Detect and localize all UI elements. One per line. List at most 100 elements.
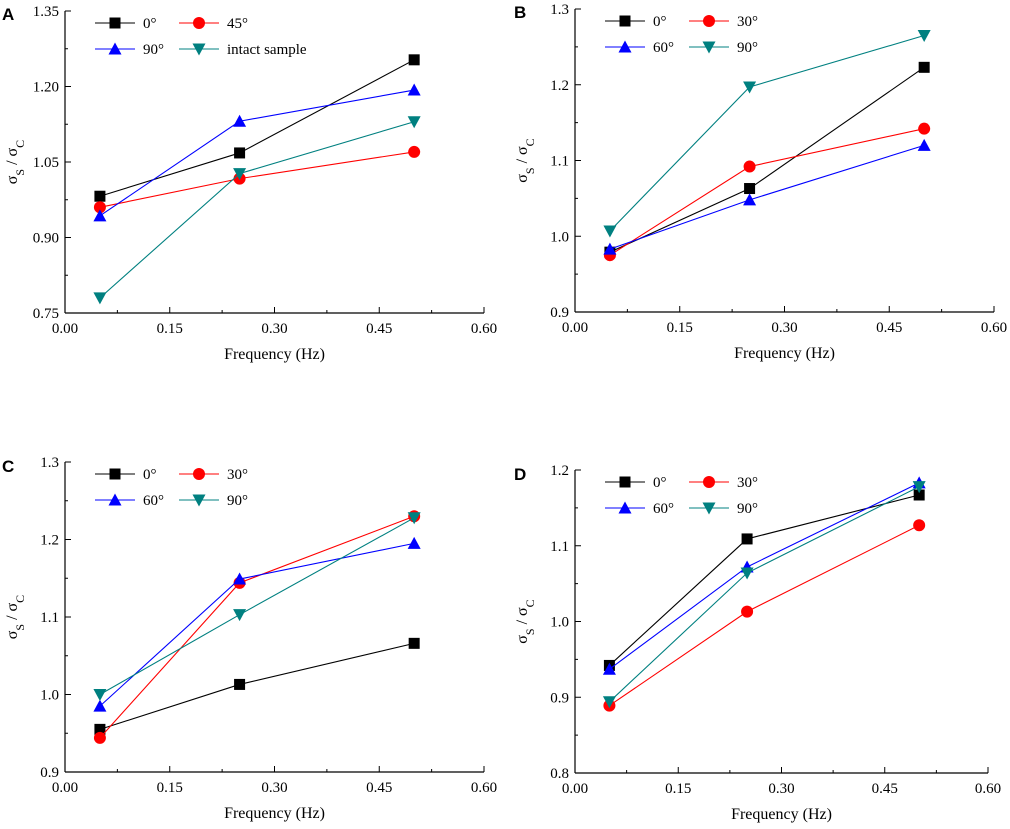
- x-tick-label: 0.45: [872, 781, 898, 797]
- data-point: [913, 489, 925, 501]
- data-point: [603, 225, 617, 238]
- data-point: [603, 242, 617, 255]
- x-axis-title: Frequency (Hz): [224, 805, 325, 822]
- legend-marker: [702, 41, 716, 54]
- data-point: [94, 723, 106, 735]
- legend-marker: [192, 494, 206, 507]
- series-line: [99, 542, 415, 707]
- series-3: [93, 512, 421, 701]
- series-2: [93, 83, 421, 222]
- data-point: [233, 572, 247, 585]
- data-point: [918, 122, 931, 135]
- y-tick-label: 0.9: [550, 690, 569, 706]
- legend-label: 45°: [227, 16, 248, 32]
- series-line: [99, 89, 415, 217]
- y-axis-title: σS / σC: [514, 138, 537, 182]
- x-axis-title: Frequency (Hz): [731, 806, 832, 823]
- x-tick-label: 0.00: [52, 321, 78, 337]
- data-point: [93, 292, 107, 305]
- data-point: [917, 30, 931, 43]
- data-point: [740, 567, 754, 580]
- data-point: [407, 83, 421, 96]
- x-tick-label: 0.30: [261, 780, 287, 796]
- legend-marker: [618, 501, 632, 514]
- data-point: [233, 114, 247, 127]
- legend-label: intact sample: [227, 42, 307, 58]
- series-3: [603, 30, 931, 238]
- y-tick-label: 0.8: [550, 766, 569, 782]
- x-tick-label: 0.15: [667, 320, 693, 336]
- data-point: [912, 481, 926, 494]
- x-tick-label: 0.15: [665, 781, 691, 797]
- series-line: [99, 151, 415, 208]
- data-point: [744, 183, 756, 195]
- y-tick-label: 1.20: [33, 80, 59, 96]
- legend-label: 60°: [653, 40, 674, 56]
- legend-label: 30°: [737, 14, 758, 30]
- y-tick-label: 1.1: [550, 154, 569, 170]
- x-tick-label: 0.30: [261, 321, 287, 337]
- y-tick-label: 1.0: [550, 229, 569, 245]
- panel-label: D: [514, 465, 526, 484]
- legend-label: 0°: [143, 467, 157, 483]
- y-tick-label: 1.0: [550, 615, 569, 631]
- legend-label: 0°: [653, 14, 667, 30]
- data-point: [913, 519, 926, 532]
- x-axis-title: Frequency (Hz): [734, 345, 835, 362]
- data-point: [93, 201, 106, 214]
- panel-label: C: [2, 457, 14, 476]
- panel-label: A: [2, 5, 14, 24]
- data-point: [234, 147, 246, 159]
- series-2: [93, 536, 421, 712]
- x-axis-title: Frequency (Hz): [224, 346, 325, 363]
- series-0: [94, 54, 420, 202]
- chart-panel-d: D 0.00 0.15 0.30 0.45 0.60 0.8 0.9 1.0 1.1 1.2 Freq…: [514, 463, 1001, 823]
- legend-marker: [703, 15, 715, 27]
- y-tick-label: 1.1: [550, 539, 569, 555]
- data-point: [602, 696, 616, 709]
- y-tick-label: 1.2: [550, 463, 569, 479]
- y-tick-label: 0.75: [33, 306, 59, 322]
- x-tick-label: 0.15: [157, 780, 183, 796]
- y-tick-label: 1.05: [33, 155, 59, 171]
- chart-panel-b: B 0.00 0.15 0.30 0.45 0.60 0.9 1.0 1.1 1.2 1.3 Freq…: [514, 2, 1007, 362]
- x-tick-label: 0.45: [366, 321, 392, 337]
- legend: 0° 30° 60° 90°: [95, 467, 248, 509]
- data-point: [408, 145, 421, 158]
- data-point: [408, 637, 420, 649]
- legend-label: 30°: [227, 467, 248, 483]
- y-tick-label: 0.90: [33, 231, 59, 247]
- data-point: [234, 678, 246, 690]
- x-tick-label: 0.45: [876, 320, 902, 336]
- series-line: [609, 486, 920, 703]
- series-1: [603, 122, 931, 262]
- chart-panel-a: A 0.00 0.15 0.30 0.45 0.60 0.75 0.90 1.05 1.20 1.3…: [2, 4, 497, 363]
- series-line: [609, 144, 925, 250]
- data-point: [93, 699, 107, 712]
- data-point: [741, 605, 754, 618]
- legend-label: 0°: [653, 475, 667, 491]
- data-point: [602, 662, 616, 675]
- x-tick-label: 0.60: [975, 781, 1001, 797]
- y-tick-label: 1.35: [33, 4, 59, 20]
- series-line: [609, 494, 920, 666]
- data-point: [741, 533, 753, 545]
- legend-marker: [109, 17, 121, 29]
- data-point: [407, 116, 421, 129]
- series-line: [99, 121, 415, 299]
- y-tick-label: 1.1: [40, 610, 59, 626]
- legend-marker: [193, 17, 205, 29]
- y-tick-label: 0.9: [550, 305, 569, 321]
- x-tick-label: 0.60: [471, 321, 497, 337]
- legend-marker: [108, 42, 122, 55]
- legend-marker: [618, 40, 632, 53]
- data-point: [407, 512, 421, 525]
- legend-marker: [109, 468, 121, 480]
- x-tick-label: 0.00: [562, 320, 588, 336]
- y-tick-label: 1.3: [40, 455, 59, 471]
- data-point: [743, 193, 757, 206]
- y-axis-title: σS / σC: [4, 140, 27, 184]
- y-tick-label: 1.0: [40, 688, 59, 704]
- series-3: [602, 481, 926, 709]
